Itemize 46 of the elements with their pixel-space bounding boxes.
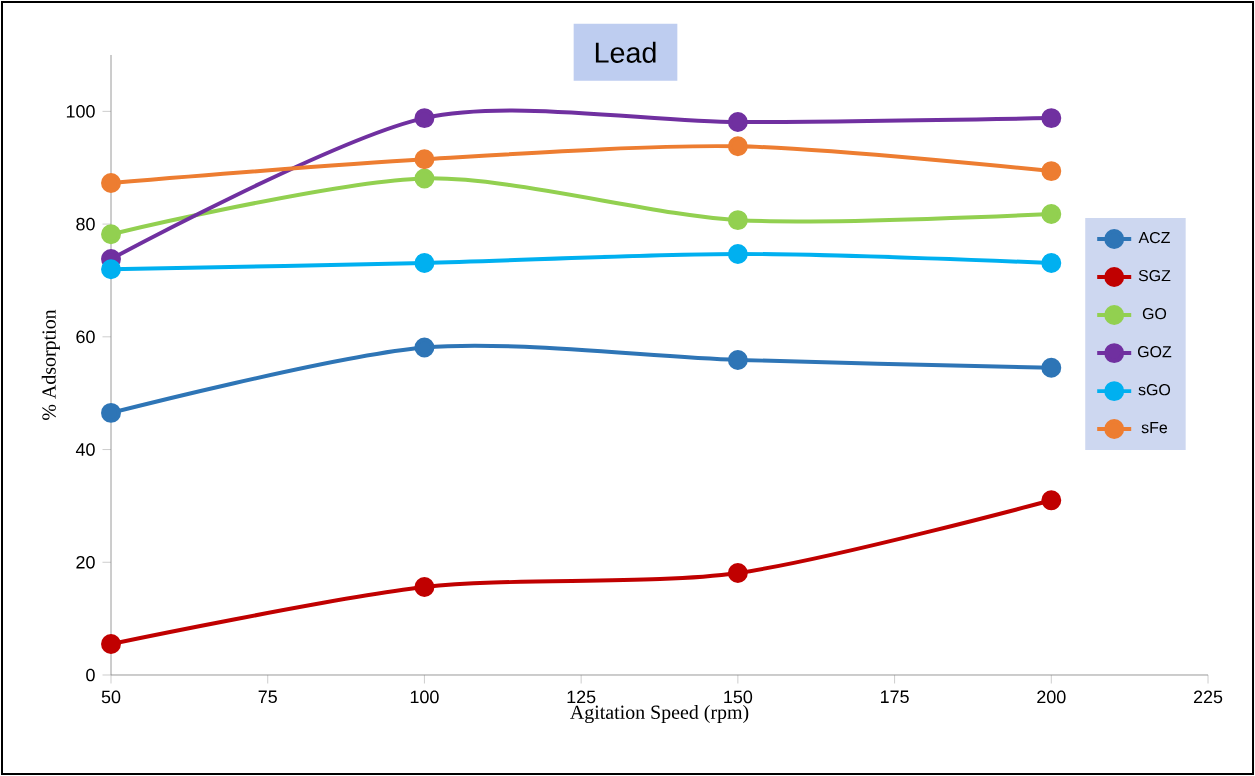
- y-tick-label: 80: [76, 217, 95, 231]
- point: [1041, 490, 1062, 511]
- point: [414, 168, 435, 189]
- point: [414, 149, 435, 170]
- x-tick-label: 50: [101, 690, 121, 704]
- point: [414, 337, 435, 358]
- legend-label: GOZ: [1138, 346, 1172, 358]
- legend-label: sFe: [1141, 422, 1168, 434]
- x-tick-label: 150: [724, 690, 753, 704]
- x-axis-title: Agitation Speed (rpm): [570, 704, 749, 724]
- y-tick-label: 100: [66, 105, 95, 118]
- chart-title: Lead: [595, 41, 656, 63]
- x-tick-label: 200: [1037, 690, 1066, 704]
- x-tick-label: 225: [1193, 690, 1223, 704]
- point: [1041, 357, 1062, 378]
- point: [727, 136, 748, 157]
- point: [1041, 108, 1062, 129]
- y-tick-label: 20: [76, 555, 95, 569]
- point: [101, 634, 121, 654]
- point: [101, 224, 121, 245]
- point: [727, 563, 748, 583]
- point: [727, 210, 748, 231]
- point: [727, 349, 748, 370]
- point: [414, 253, 435, 273]
- x-tick-label: 175: [881, 690, 909, 704]
- point: [414, 577, 435, 598]
- point: [101, 172, 121, 193]
- legend-label: GO: [1142, 308, 1167, 320]
- point: [727, 243, 748, 264]
- x-tick-label: 125: [567, 690, 596, 704]
- point: [101, 259, 121, 280]
- point: [1041, 203, 1062, 224]
- x-tick-label: 75: [258, 690, 277, 704]
- y-tick-label: 40: [75, 443, 95, 456]
- legend-label: sGO: [1138, 384, 1171, 396]
- point: [1041, 253, 1062, 273]
- point: [101, 402, 121, 423]
- y-axis-title: % Adsorption: [41, 309, 60, 420]
- y-tick-label: 60: [76, 330, 95, 344]
- point: [414, 108, 435, 129]
- y-tick-label: 0: [86, 668, 95, 682]
- x-tick-label: 100: [410, 690, 439, 704]
- legend-label: SGZ: [1138, 269, 1171, 282]
- legend-label: ACZ: [1138, 231, 1170, 244]
- point: [1041, 161, 1062, 182]
- point: [727, 112, 748, 133]
